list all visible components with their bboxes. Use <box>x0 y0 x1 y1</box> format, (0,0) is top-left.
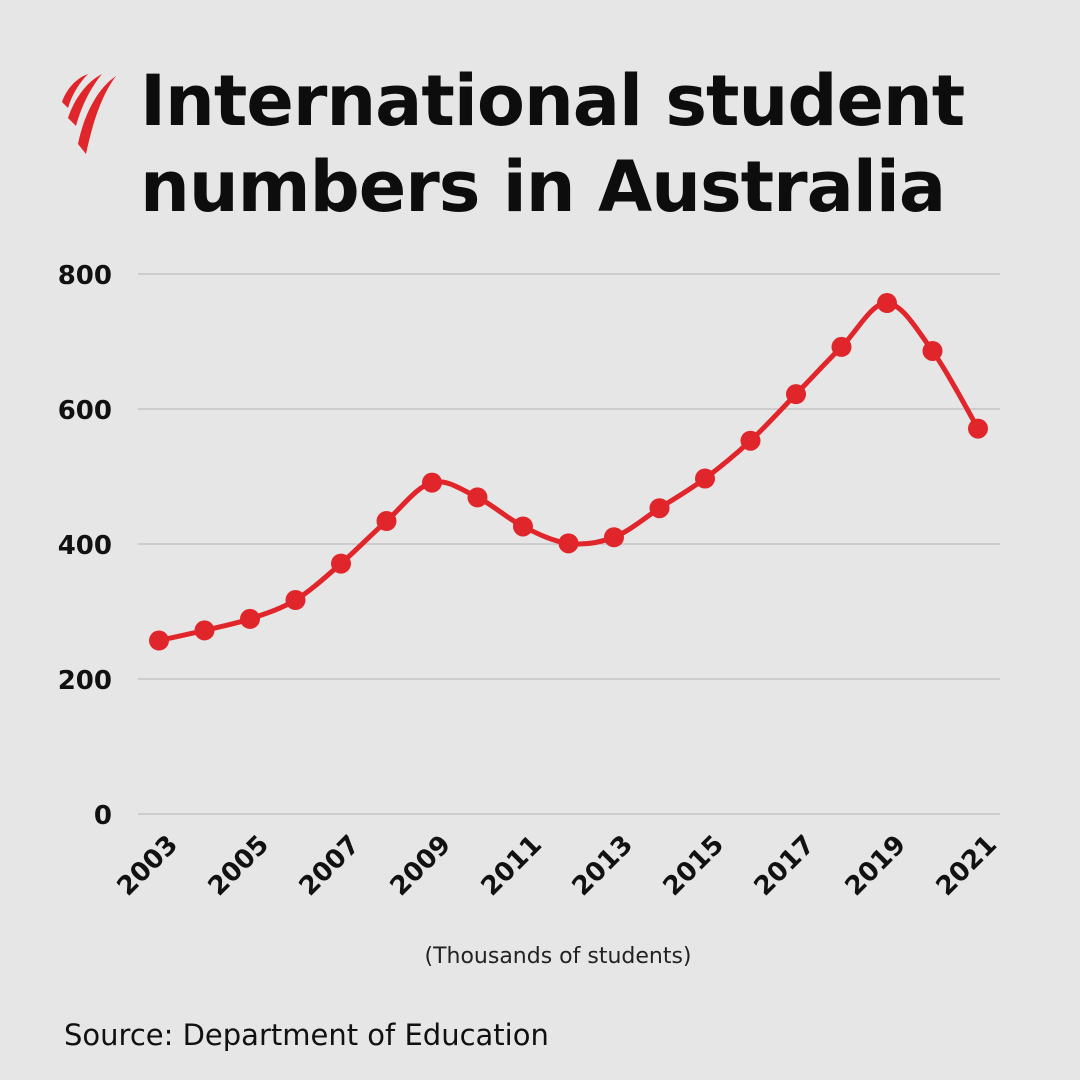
data-point-2003 <box>149 630 169 651</box>
data-points <box>149 293 988 651</box>
x-tick-label: 2015 <box>658 830 730 902</box>
data-point-2010 <box>467 487 488 508</box>
x-tick-label: 2021 <box>931 830 1003 902</box>
x-tick-label: 2005 <box>203 830 275 902</box>
x-tick-label: 2019 <box>840 830 912 902</box>
y-tick-label: 600 <box>58 396 112 426</box>
x-tick-label: 2003 <box>112 830 184 902</box>
data-point-2017 <box>786 384 806 405</box>
y-tick-label: 800 <box>58 261 112 291</box>
data-point-2021 <box>968 418 988 439</box>
y-tick-label: 400 <box>58 531 112 561</box>
y-tick-label: 200 <box>58 666 112 696</box>
data-point-2011 <box>513 516 533 537</box>
chart-title: International student numbers in Austral… <box>140 60 965 228</box>
x-tick-label: 2007 <box>294 830 366 902</box>
data-point-2013 <box>604 527 624 548</box>
data-point-2008 <box>376 511 397 532</box>
x-tick-label: 2013 <box>567 830 639 902</box>
data-point-2004 <box>194 620 215 641</box>
data-point-2012 <box>558 533 579 554</box>
data-point-2019 <box>877 293 897 314</box>
x-tick-label: 2011 <box>476 830 548 902</box>
y-tick-label: 0 <box>94 801 112 831</box>
data-point-2006 <box>285 590 306 611</box>
source-note: Source: Department of Education <box>64 1018 549 1052</box>
x-tick-label: 2017 <box>749 830 821 902</box>
data-point-2014 <box>649 498 670 519</box>
y-axis-tick-labels: 0 200 400 600 800 <box>58 261 112 831</box>
units-note: (Thousands of students) <box>424 944 692 969</box>
sbs-logo-icon <box>62 74 116 154</box>
data-point-2016 <box>740 430 761 451</box>
x-tick-label: 2009 <box>385 830 457 902</box>
data-point-2007 <box>331 553 351 574</box>
data-point-2018 <box>831 336 852 357</box>
data-point-2015 <box>695 468 715 489</box>
data-point-2020 <box>922 340 943 361</box>
x-axis-tick-labels: 2003 2005 2007 2009 2011 2013 2015 2017 2019 2021 <box>112 830 1003 902</box>
series-line <box>156 300 981 644</box>
data-point-2009 <box>422 472 442 493</box>
data-point-2005 <box>240 608 260 629</box>
